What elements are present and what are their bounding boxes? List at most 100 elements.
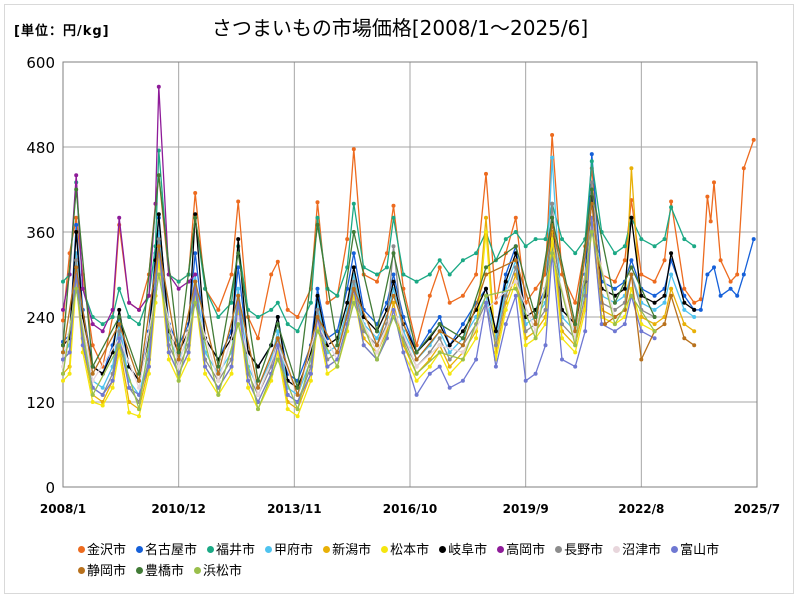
series-line <box>62 231 616 396</box>
series-line <box>62 231 656 410</box>
data-point <box>735 293 740 298</box>
data-point <box>375 272 379 277</box>
y-tick-label: 120 <box>26 394 55 412</box>
data-point <box>375 350 379 355</box>
legend-marker-icon <box>136 567 144 574</box>
data-point <box>193 251 198 256</box>
data-point <box>375 279 379 284</box>
data-point <box>447 364 452 369</box>
data-point <box>127 300 132 305</box>
data-point <box>698 307 703 312</box>
data-point <box>503 272 508 277</box>
data-point <box>176 279 181 284</box>
legend-item: 豊橋市 <box>136 561 184 582</box>
data-point <box>460 350 465 355</box>
data-point <box>315 315 320 319</box>
legend-marker-icon <box>194 567 202 574</box>
data-point <box>295 385 300 390</box>
data-point <box>612 286 617 291</box>
data-point <box>401 272 406 277</box>
data-point <box>692 315 697 319</box>
data-point <box>236 265 241 270</box>
data-point <box>295 392 300 397</box>
legend-label: 浜松市 <box>203 564 243 579</box>
data-point <box>533 322 538 327</box>
data-point <box>156 244 161 249</box>
x-tick-label: 2008/1 <box>40 502 86 516</box>
data-point <box>391 307 396 312</box>
data-point <box>484 230 488 234</box>
data-point <box>533 315 538 319</box>
data-point <box>560 237 564 242</box>
data-point <box>682 286 687 291</box>
data-point <box>285 392 290 397</box>
data-point <box>391 215 396 220</box>
data-point <box>275 343 280 348</box>
data-point <box>117 307 122 312</box>
legend-marker-icon <box>497 546 505 553</box>
data-point <box>117 329 122 334</box>
data-point <box>229 371 234 376</box>
x-tick-label: 2025/7 <box>734 502 780 516</box>
data-point <box>573 322 578 327</box>
data-point <box>639 237 644 242</box>
data-point <box>203 371 208 376</box>
data-point <box>662 322 667 327</box>
data-point <box>236 293 241 298</box>
data-point <box>503 307 508 312</box>
data-point <box>603 322 607 327</box>
data-point <box>573 329 578 334</box>
legend-marker-icon <box>671 546 679 553</box>
data-point <box>474 357 479 362</box>
legend-item: 甲府市 <box>265 540 313 561</box>
data-point <box>550 251 555 256</box>
data-point <box>100 392 105 397</box>
data-point <box>589 152 594 157</box>
data-point <box>639 315 644 319</box>
data-point <box>269 272 274 277</box>
data-point <box>176 364 181 369</box>
data-point <box>216 371 221 376</box>
legend-label: 新潟市 <box>332 543 372 558</box>
legend-item: 高岡市 <box>497 540 545 561</box>
data-point <box>216 315 221 319</box>
data-point <box>669 293 674 298</box>
data-point <box>493 364 498 369</box>
data-point <box>484 286 488 291</box>
data-point <box>460 357 465 362</box>
data-point <box>533 237 538 242</box>
data-point <box>652 279 657 284</box>
legend-item: 福井市 <box>207 540 255 561</box>
data-point <box>391 251 396 256</box>
data-point <box>533 286 538 291</box>
data-point <box>176 286 181 291</box>
data-point <box>474 272 479 277</box>
data-point <box>308 371 313 376</box>
series-12 <box>61 173 657 390</box>
data-point <box>256 364 260 369</box>
data-point <box>256 385 260 390</box>
data-point <box>256 407 260 412</box>
y-tick-label: 360 <box>26 224 55 242</box>
data-point <box>335 343 340 348</box>
data-point <box>692 307 697 312</box>
data-point <box>186 357 191 362</box>
data-point <box>460 378 465 383</box>
data-point <box>599 322 604 327</box>
data-point <box>652 329 657 334</box>
data-point <box>285 322 290 327</box>
data-point <box>662 300 667 305</box>
data-point <box>335 364 340 369</box>
data-point <box>682 237 687 242</box>
data-point <box>74 286 79 291</box>
data-point <box>61 318 65 323</box>
data-point <box>622 244 627 249</box>
data-point <box>117 343 122 348</box>
y-tick-label: 480 <box>26 139 55 157</box>
data-point <box>74 230 79 234</box>
data-point <box>460 322 465 327</box>
data-point <box>90 371 95 376</box>
data-point <box>669 205 674 210</box>
data-point <box>246 378 251 383</box>
data-point <box>437 343 442 348</box>
